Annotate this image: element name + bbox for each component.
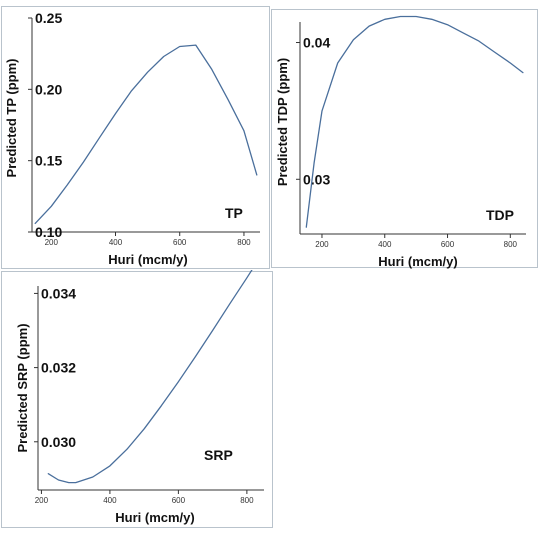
y-tick-label: 0.034	[41, 285, 76, 301]
x-tick-label: 400	[103, 496, 117, 505]
y-tick-label: 0.030	[41, 434, 76, 450]
chart-frame	[1, 271, 273, 528]
chart-series-tag: TP	[225, 205, 243, 221]
x-tick-label: 600	[441, 240, 455, 249]
plot-area: 0.030 0.032 0.034 200 400 600 800	[34, 255, 264, 505]
plot-area: 0.03 0.04 200 400 600 800	[296, 15, 526, 249]
x-axis-title: Huri (mcm/y)	[108, 252, 187, 267]
x-tick-label: 200	[35, 496, 49, 505]
chart-srp: 0.030 0.032 0.034 200 400 600 800 SRP Predicte…	[1, 255, 273, 528]
chart-panel-tp: 0.10 0.15 0.20 0.25 200 400 600 800 TP Predicte…	[0, 0, 272, 270]
y-tick-label: 0.25	[35, 10, 62, 26]
y-axis-title: Predicted TP (ppm)	[4, 59, 19, 178]
plot-area: 0.10 0.15 0.20 0.25 200 400 600 800	[28, 10, 260, 247]
series-line	[47, 255, 262, 484]
chart-frame	[271, 9, 538, 268]
series-line	[305, 15, 524, 228]
x-tick-label: 400	[109, 238, 123, 247]
x-axis-title: Huri (mcm/y)	[115, 510, 194, 525]
y-tick-label: 0.04	[303, 35, 330, 51]
x-axis-title: Huri (mcm/y)	[378, 254, 457, 269]
y-axis-title: Predicted SRP (ppm)	[15, 323, 30, 452]
x-tick-label: 800	[237, 238, 251, 247]
x-tick-label: 400	[378, 240, 392, 249]
chart-tp: 0.10 0.15 0.20 0.25 200 400 600 800 TP Predicte…	[1, 6, 270, 269]
y-tick-label: 0.10	[35, 224, 62, 240]
chart-panel-tdp: 0.03 0.04 200 400 600 800 TDP Predicted TDP (…	[270, 8, 542, 270]
chart-panel-srp: 0.030 0.032 0.034 200 400 600 800 SRP Predicte…	[0, 255, 275, 530]
x-tick-label: 600	[173, 238, 187, 247]
x-tick-label: 800	[240, 496, 254, 505]
y-tick-label: 0.03	[303, 171, 330, 187]
x-tick-label: 800	[504, 240, 518, 249]
x-tick-label: 200	[45, 238, 59, 247]
y-tick-label: 0.032	[41, 360, 76, 376]
x-tick-label: 200	[315, 240, 329, 249]
chart-series-tag: TDP	[486, 207, 514, 223]
x-tick-label: 600	[172, 496, 186, 505]
y-tick-label: 0.20	[35, 81, 62, 97]
chart-series-tag: SRP	[204, 447, 233, 463]
series-line	[34, 44, 258, 225]
y-tick-label: 0.15	[35, 153, 62, 169]
y-axis-title: Predicted TDP (ppm)	[275, 58, 290, 186]
chart-frame	[1, 6, 270, 269]
chart-tdp: 0.03 0.04 200 400 600 800 TDP Predicted TDP (…	[271, 9, 538, 269]
